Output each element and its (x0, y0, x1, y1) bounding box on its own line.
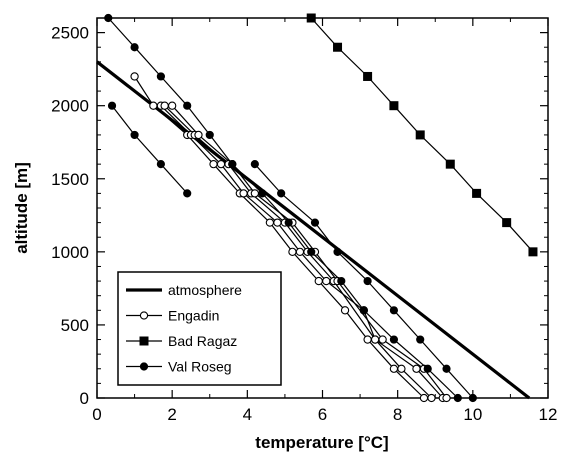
data-point-val-roseg (251, 161, 258, 168)
data-point-engadin (131, 73, 138, 80)
data-point-val-roseg (157, 73, 164, 80)
data-point-val-roseg (443, 365, 450, 372)
data-point-val-roseg (285, 219, 292, 226)
y-axis-label: altitude [m] (12, 162, 31, 254)
data-point-engadin (390, 365, 397, 372)
legend-swatch-marker (140, 363, 147, 370)
legend-label: atmosphere (168, 282, 242, 298)
data-point-val-roseg (206, 131, 213, 138)
data-point-val-roseg (338, 277, 345, 284)
data-point-engadin (240, 190, 247, 197)
x-tick-label: 2 (167, 405, 176, 424)
data-point-engadin (443, 394, 450, 401)
data-point-engadin (323, 277, 330, 284)
data-point-bad-ragaz (416, 131, 424, 139)
data-point-bad-ragaz (446, 160, 454, 168)
data-point-val-roseg (417, 336, 424, 343)
data-point-val-roseg (131, 44, 138, 51)
data-point-engadin (210, 161, 217, 168)
data-point-engadin (195, 131, 202, 138)
data-point-val-roseg (184, 102, 191, 109)
data-point-val-roseg (364, 277, 371, 284)
legend-label: Val Roseg (168, 359, 232, 375)
data-point-engadin (289, 248, 296, 255)
data-point-val-roseg (334, 248, 341, 255)
data-point-val-roseg (424, 365, 431, 372)
data-point-val-roseg (278, 190, 285, 197)
x-tick-label: 8 (393, 405, 402, 424)
legend-label: Engadin (168, 308, 219, 324)
data-point-engadin (251, 190, 258, 197)
data-point-engadin (169, 102, 176, 109)
data-point-engadin (315, 277, 322, 284)
data-point-engadin (364, 336, 371, 343)
series-bad-ragaz (307, 14, 537, 256)
y-tick-label: 500 (61, 316, 89, 335)
data-point-val-roseg (259, 190, 266, 197)
legend: atmosphere Engadin Bad Ragaz Val Roseg (118, 272, 281, 385)
x-axis-label: temperature [°C] (255, 433, 388, 452)
x-tick-label: 10 (463, 405, 482, 424)
data-point-bad-ragaz (390, 102, 398, 110)
data-point-bad-ragaz (473, 189, 481, 197)
data-point-bad-ragaz (529, 248, 537, 256)
y-tick-label: 1500 (51, 170, 89, 189)
x-tick-label: 4 (243, 405, 252, 424)
data-point-engadin (161, 102, 168, 109)
data-point-engadin (413, 365, 420, 372)
y-tick-label: 1000 (51, 243, 89, 262)
data-point-bad-ragaz (503, 219, 511, 227)
data-point-engadin (266, 219, 273, 226)
data-point-val-roseg (360, 307, 367, 314)
y-tick-label: 2000 (51, 97, 89, 116)
legend-label: Bad Ragaz (168, 333, 237, 349)
data-point-val-roseg (108, 102, 115, 109)
data-point-val-roseg (390, 307, 397, 314)
data-point-val-roseg (308, 248, 315, 255)
legend-swatch-marker (140, 337, 148, 345)
data-point-engadin (150, 102, 157, 109)
data-point-bad-ragaz (364, 72, 372, 80)
data-point-val-roseg (454, 394, 461, 401)
data-point-val-roseg (469, 394, 476, 401)
x-tick-label: 0 (92, 405, 101, 424)
data-point-engadin (296, 248, 303, 255)
data-point-val-roseg (131, 131, 138, 138)
y-tick-label: 0 (80, 389, 89, 408)
data-point-engadin (398, 365, 405, 372)
data-point-engadin (341, 307, 348, 314)
series-line-val-roseg (112, 106, 187, 194)
data-point-engadin (217, 161, 224, 168)
data-point-bad-ragaz (334, 43, 342, 51)
data-point-engadin (428, 394, 435, 401)
data-point-val-roseg (229, 161, 236, 168)
data-point-bad-ragaz (307, 14, 315, 22)
data-point-val-roseg (311, 219, 318, 226)
data-point-engadin (372, 336, 379, 343)
y-tick-label: 2500 (51, 24, 89, 43)
x-tick-label: 12 (539, 405, 558, 424)
data-point-val-roseg (105, 14, 112, 21)
legend-swatch-marker (140, 312, 147, 319)
data-point-engadin (420, 394, 427, 401)
data-point-engadin (274, 219, 281, 226)
data-point-val-roseg (390, 336, 397, 343)
x-tick-label: 6 (318, 405, 327, 424)
data-point-val-roseg (157, 161, 164, 168)
data-point-val-roseg (184, 190, 191, 197)
data-point-engadin (379, 336, 386, 343)
